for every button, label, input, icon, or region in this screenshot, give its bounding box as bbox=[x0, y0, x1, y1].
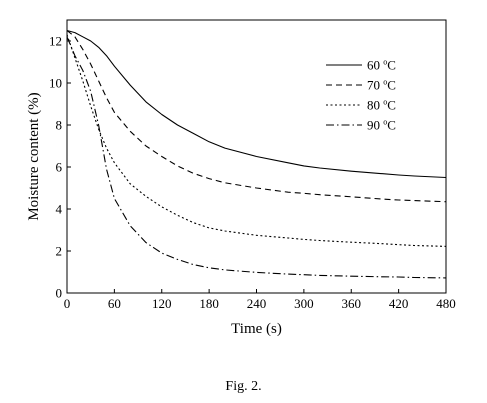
series-line-4 bbox=[66, 36, 447, 279]
axis-ticks: 0 60 120 180 240 300 360 420 480 0 2 4 6 8 10 12 bbox=[49, 34, 456, 312]
y-tick-label: 4 bbox=[56, 202, 63, 217]
series-line-1 bbox=[66, 29, 447, 179]
y-tick-label: 12 bbox=[49, 34, 62, 49]
series-line-2 bbox=[66, 30, 447, 203]
y-tick-label: 2 bbox=[56, 244, 63, 259]
y-tick-label: 0 bbox=[56, 286, 63, 301]
x-tick-label: 0 bbox=[64, 296, 71, 311]
x-tick-label: 300 bbox=[294, 296, 314, 311]
y-tick-label: 8 bbox=[56, 118, 63, 133]
y-tick-label: 10 bbox=[49, 76, 62, 91]
x-tick-label: 60 bbox=[108, 296, 121, 311]
legend-label: 70 oC bbox=[367, 78, 396, 93]
legend-label: 90 oC bbox=[367, 118, 396, 133]
x-tick-label: 360 bbox=[342, 296, 362, 311]
moisture-chart: 0 60 120 180 240 300 360 420 480 0 2 4 6 8 10 12 60 oC 7… bbox=[26, 19, 456, 337]
figure-caption: Fig. 2. bbox=[225, 379, 262, 394]
x-tick-label: 420 bbox=[389, 296, 409, 311]
plot-lines bbox=[66, 29, 447, 279]
legend-label: 60 oC bbox=[367, 58, 396, 73]
y-axis-label: Moisture content (%) bbox=[26, 92, 42, 220]
legend: 60 oC 70 oC 80 oC 90 oC bbox=[326, 58, 396, 133]
y-tick-label: 6 bbox=[56, 160, 63, 175]
x-tick-label: 180 bbox=[199, 296, 219, 311]
x-tick-label: 480 bbox=[436, 296, 456, 311]
legend-label: 80 oC bbox=[367, 98, 396, 113]
series-line-3 bbox=[66, 34, 447, 247]
x-axis-label: Time (s) bbox=[231, 321, 282, 337]
x-tick-label: 240 bbox=[247, 296, 267, 311]
x-tick-label: 120 bbox=[152, 296, 172, 311]
